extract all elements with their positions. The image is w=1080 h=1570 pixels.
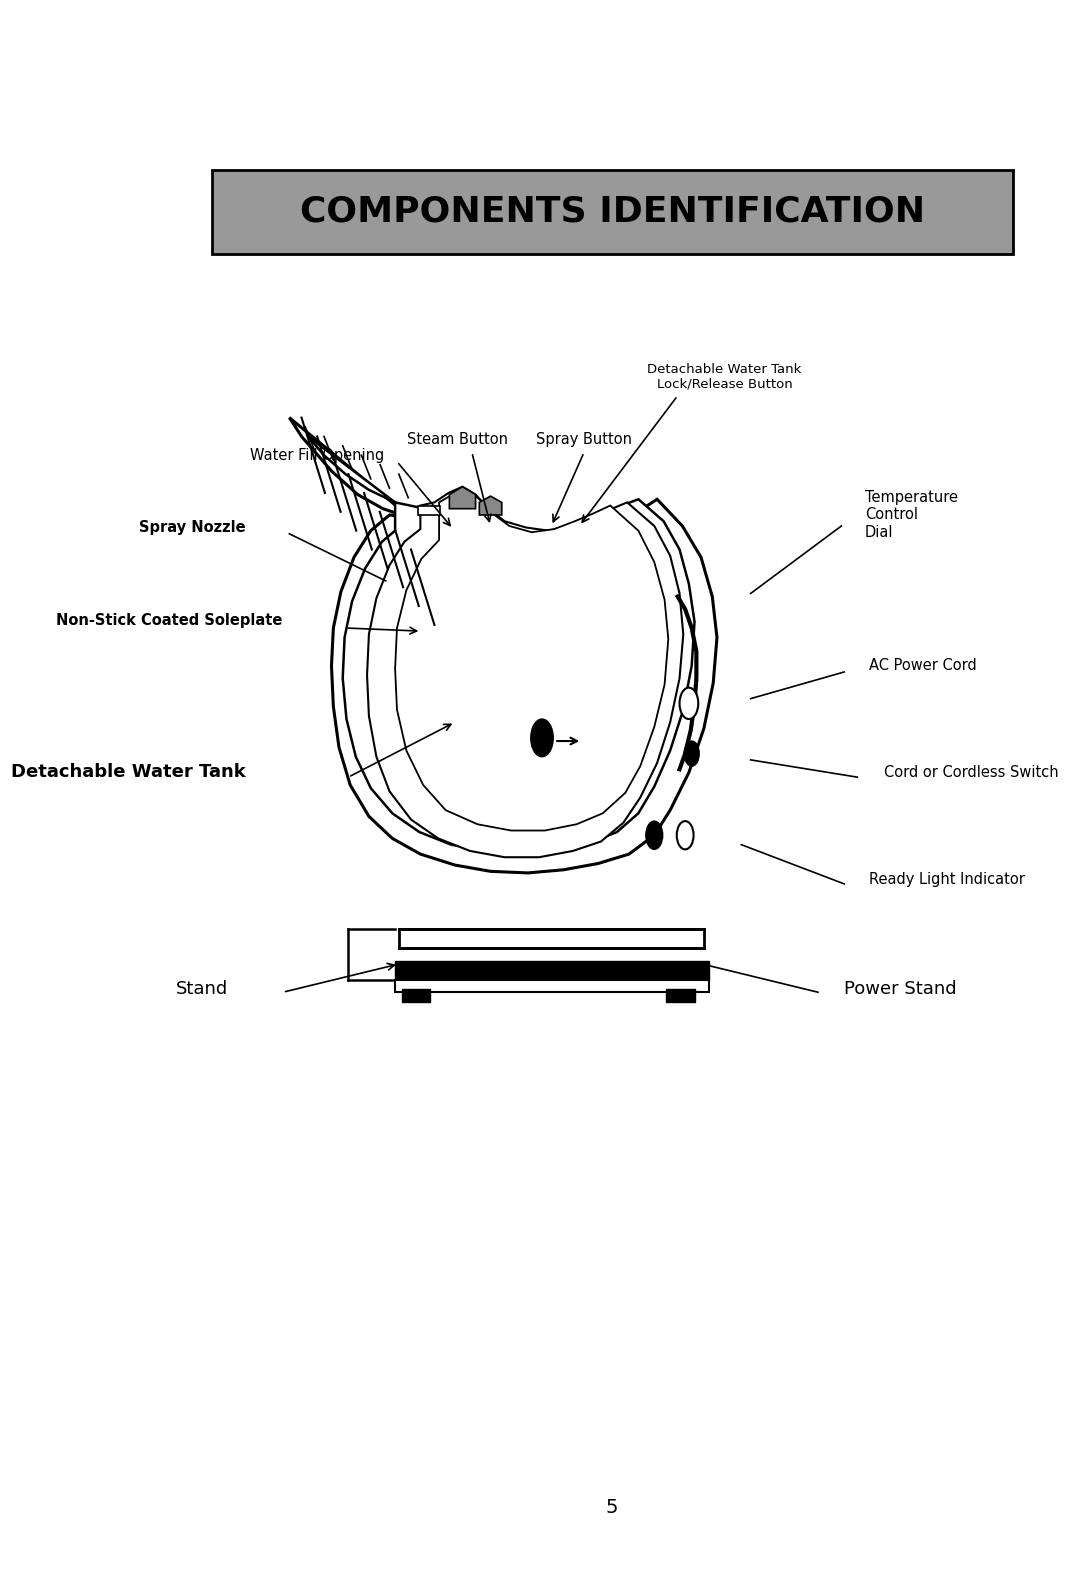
Text: 5: 5 bbox=[606, 1498, 619, 1517]
Polygon shape bbox=[289, 418, 717, 873]
Circle shape bbox=[646, 821, 663, 849]
Text: Ready Light Indicator: Ready Light Indicator bbox=[869, 871, 1025, 887]
Polygon shape bbox=[399, 929, 704, 948]
Text: Spray Button: Spray Button bbox=[536, 432, 632, 447]
Polygon shape bbox=[367, 487, 684, 857]
Polygon shape bbox=[395, 490, 669, 831]
Polygon shape bbox=[480, 496, 502, 515]
Text: Non-Stick Coated Soleplate: Non-Stick Coated Soleplate bbox=[56, 612, 283, 628]
Circle shape bbox=[677, 821, 693, 849]
Text: AC Power Cord: AC Power Cord bbox=[869, 658, 977, 674]
Bar bbox=[402, 989, 430, 1002]
Polygon shape bbox=[308, 436, 694, 853]
Text: Temperature
Control
Dial: Temperature Control Dial bbox=[865, 490, 958, 540]
Circle shape bbox=[530, 719, 553, 757]
Text: COMPONENTS IDENTIFICATION: COMPONENTS IDENTIFICATION bbox=[299, 195, 924, 229]
Polygon shape bbox=[395, 961, 710, 980]
Text: Detachable Water Tank: Detachable Water Tank bbox=[11, 763, 245, 782]
Polygon shape bbox=[395, 980, 710, 992]
Text: Stand: Stand bbox=[176, 980, 229, 999]
Circle shape bbox=[679, 688, 699, 719]
Text: Power Stand: Power Stand bbox=[845, 980, 957, 999]
FancyBboxPatch shape bbox=[212, 170, 1013, 254]
Bar bbox=[666, 989, 694, 1002]
Text: Cord or Cordless Switch: Cord or Cordless Switch bbox=[883, 765, 1058, 780]
Text: Detachable Water Tank
Lock/Release Button: Detachable Water Tank Lock/Release Butto… bbox=[647, 363, 801, 391]
Text: Steam Button: Steam Button bbox=[407, 432, 509, 447]
Polygon shape bbox=[449, 487, 475, 509]
Polygon shape bbox=[418, 506, 440, 515]
Text: Spray Nozzle: Spray Nozzle bbox=[138, 520, 245, 535]
Text: Water Fill Opening: Water Fill Opening bbox=[251, 447, 384, 463]
Circle shape bbox=[685, 741, 699, 766]
